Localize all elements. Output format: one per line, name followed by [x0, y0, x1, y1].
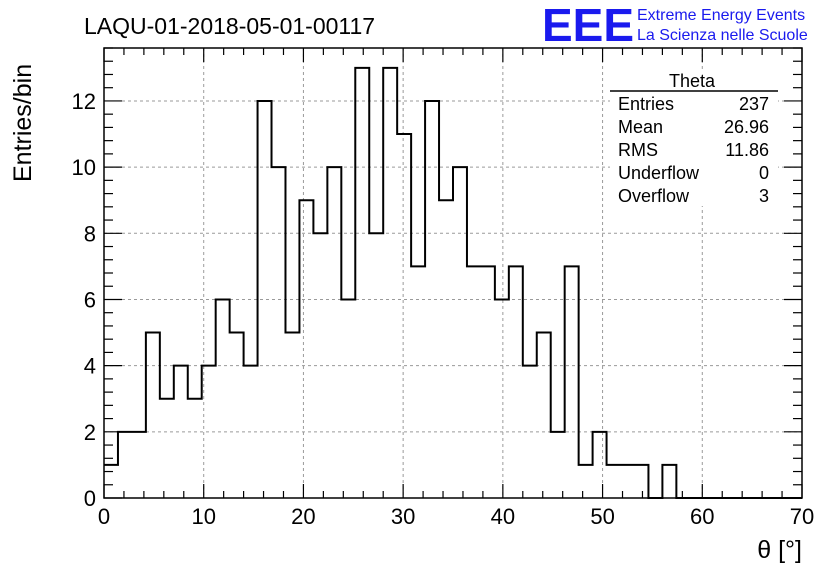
x-tick-label: 10: [191, 504, 215, 529]
stats-row-value: 0: [759, 163, 769, 183]
histogram-bin: [495, 299, 509, 498]
histogram-bin: [230, 333, 244, 498]
y-tick-label: 8: [84, 221, 96, 246]
histogram-bin: [118, 432, 132, 498]
histogram-bin: [509, 266, 523, 498]
histogram-bin: [467, 266, 481, 498]
stats-row-label: Overflow: [618, 186, 690, 206]
histogram-bin: [341, 299, 355, 498]
chart-title: LAQU-01-2018-05-01-00117: [84, 13, 375, 39]
histogram-bin: [188, 399, 202, 498]
histogram-bin: [481, 266, 495, 498]
stats-box: Theta Entries 237 Mean 26.96 RMS 11.86 Underfl…: [610, 71, 778, 206]
histogram-bin: [565, 266, 579, 498]
stats-row-label: Underflow: [618, 163, 700, 183]
logo-line-2: La Scienza nelle Scuole: [637, 27, 808, 44]
stats-row-label: RMS: [618, 140, 658, 160]
histogram-bin: [104, 465, 118, 498]
histogram-bin: [551, 432, 565, 498]
histogram-bin: [160, 399, 174, 498]
histogram-bin: [327, 167, 341, 498]
histogram-bin: [453, 167, 467, 498]
histogram-bin: [132, 432, 146, 498]
histogram-outline: [104, 66, 802, 499]
stats-box-bg: [610, 72, 778, 206]
histogram-bin: [607, 465, 621, 498]
histogram-bins: [104, 68, 676, 498]
x-tick-label: 0: [98, 504, 110, 529]
histogram-bin: [272, 167, 286, 498]
y-tick-label: 12: [72, 89, 96, 114]
eee-logo: EEE Extreme Energy Events La Scienza nel…: [542, 0, 808, 51]
histogram-bin: [355, 68, 369, 498]
histogram-bin: [411, 266, 425, 498]
histogram-bin: [258, 101, 272, 498]
histogram-bin: [579, 465, 593, 498]
x-axis-label: θ [°]: [757, 536, 802, 564]
histogram-bin: [216, 299, 230, 498]
y-axis-label: Entries/bin: [9, 64, 37, 182]
x-tick-labels: 0 10 20 30 40 50 60 70: [98, 504, 814, 529]
x-tick-label: 20: [291, 504, 315, 529]
stats-row-label: Entries: [618, 94, 674, 114]
histogram-bin: [537, 333, 551, 498]
stats-row-value: 11.86: [725, 140, 769, 160]
stats-row-value: 26.96: [724, 117, 769, 137]
logo-mark: EEE: [542, 0, 634, 51]
y-tick-label: 0: [84, 486, 96, 511]
histogram-bin: [593, 432, 607, 498]
histogram-bin: [299, 200, 313, 498]
x-tick-label: 40: [491, 504, 515, 529]
histogram-bin: [439, 200, 453, 498]
y-tick-label: 2: [84, 420, 96, 445]
stats-row-value: 237: [739, 94, 769, 114]
y-tick-label: 10: [72, 155, 96, 180]
x-tick-label: 50: [590, 504, 614, 529]
axis-ticks: [103, 47, 803, 499]
histogram-bin: [146, 333, 160, 498]
stats-rows: Entries 237 Mean 26.96 RMS 11.86 Underflow 0 Ove…: [618, 94, 769, 206]
stats-row-label: Mean: [618, 117, 663, 137]
x-tick-label: 30: [391, 504, 415, 529]
histogram-bin: [285, 333, 299, 498]
x-tick-label: 60: [690, 504, 714, 529]
y-tick-label: 4: [84, 354, 96, 379]
histogram-bin: [174, 366, 188, 498]
x-tick-label: 70: [790, 504, 814, 529]
logo-line-1: Extreme Energy Events: [637, 7, 805, 24]
stats-row-value: 3: [759, 186, 769, 206]
y-tick-labels: 0 2 4 6 8 10 12: [72, 89, 96, 511]
histogram-bin: [383, 68, 397, 498]
y-tick-label: 6: [84, 287, 96, 312]
histogram-bin: [397, 134, 411, 498]
stats-box-name: Theta: [669, 71, 716, 91]
histogram-bin: [662, 465, 676, 498]
histogram-bin: [634, 465, 648, 498]
